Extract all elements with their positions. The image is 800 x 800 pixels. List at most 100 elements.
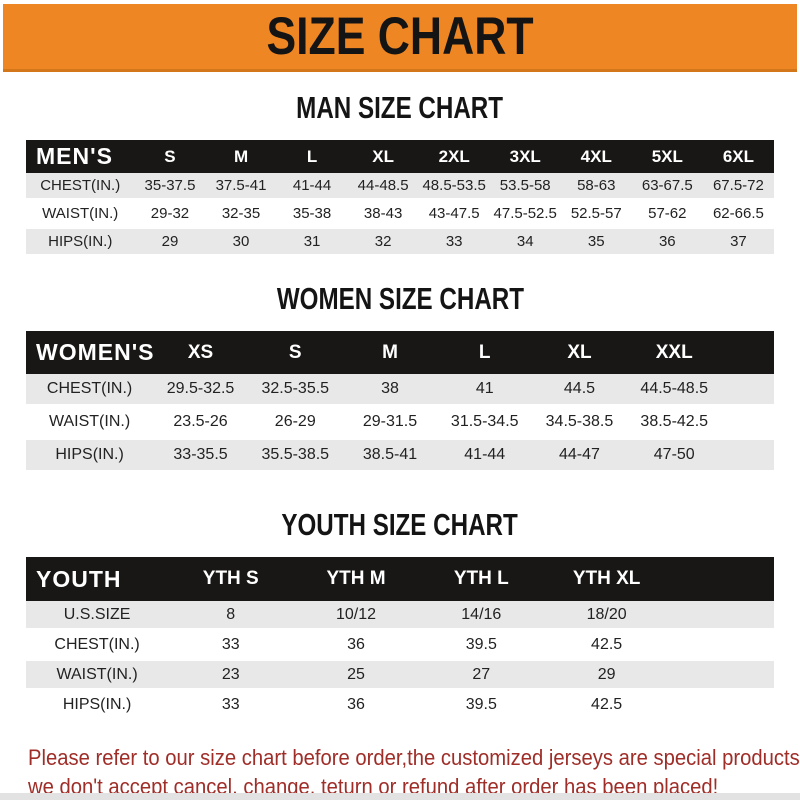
size-value: 44-48.5 [347, 173, 419, 201]
empty-header [722, 331, 774, 374]
size-value: 34.5-38.5 [532, 405, 627, 440]
empty-header [669, 557, 774, 601]
size-value: 63-67.5 [631, 173, 703, 201]
size-value: 44-47 [532, 438, 627, 473]
size-value: 37 [702, 227, 774, 257]
size-header-row: MEN'S S M L XL 2XL 3XL 4XL 5XL 6XL [26, 140, 774, 173]
size-column-header: M [233, 146, 249, 166]
size-value: 23 [168, 659, 294, 691]
row-label: HIPS(IN.) [26, 438, 154, 473]
empty-cell [669, 659, 774, 691]
row-label: CHEST(IN.) [26, 629, 169, 661]
measurement-row: WAIST(IN.) 23 25 27 29 [26, 659, 774, 691]
size-value: 33 [418, 227, 490, 257]
size-value: 67.5-72 [702, 173, 774, 201]
measurement-row: CHEST(IN.) 35-37.5 37.5-41 41-44 44-48.5 48.5… [26, 173, 774, 201]
size-value: 32 [347, 227, 419, 257]
size-value: 29-31.5 [342, 405, 438, 440]
women-size-table: WOMEN'S XS S M L XL XXL CHEST(IN.) 29.5-32.5 32.5… [26, 331, 774, 473]
size-value: 30 [205, 227, 277, 257]
size-value: 34 [489, 227, 561, 257]
row-label: WAIST(IN.) [26, 199, 135, 229]
banner-title: SIZE CHART [266, 7, 534, 66]
size-column-header: YTH M [326, 568, 386, 589]
measurement-row: U.S.SIZE 8 10/12 14/16 18/20 [26, 601, 774, 631]
size-value: 31.5-34.5 [437, 405, 533, 440]
size-value: 29 [543, 659, 670, 691]
size-column-header: XXL [655, 341, 693, 363]
size-column-header: YTH XL [572, 568, 641, 589]
size-column-header: 6XL [722, 146, 754, 166]
size-value: 18/20 [543, 601, 670, 631]
women-section-title: WOMEN SIZE CHART [276, 281, 524, 316]
row-label: U.S.SIZE [26, 601, 169, 631]
row-label: WAIST(IN.) [26, 405, 154, 440]
youth-size-table: YOUTH YTH S YTH M YTH L YTH XL U.S.SIZE 8 10/12… [26, 557, 774, 721]
size-value: 48.5-53.5 [418, 173, 490, 201]
size-value: 32-35 [205, 199, 277, 229]
size-value: 42.5 [543, 629, 670, 661]
size-value: 14/16 [418, 601, 544, 631]
size-value: 41-44 [437, 438, 533, 473]
size-value: 44.5 [532, 374, 627, 407]
empty-cell [721, 374, 774, 407]
size-value: 35-38 [276, 199, 348, 229]
size-value: 39.5 [418, 629, 544, 661]
size-value: 57-62 [631, 199, 703, 229]
size-value: 44.5-48.5 [626, 374, 722, 407]
size-column-header: YTH L [453, 568, 509, 589]
size-value: 39.5 [418, 689, 544, 721]
size-column-header: 3XL [509, 146, 541, 166]
size-column-header: XL [567, 341, 592, 363]
size-value: 62-66.5 [702, 199, 774, 229]
size-value: 36 [293, 629, 419, 661]
row-label: CHEST(IN.) [26, 374, 154, 407]
size-value: 35.5-38.5 [247, 438, 343, 473]
size-column-header: S [288, 341, 302, 363]
size-column-header: S [164, 146, 176, 166]
size-value: 27 [418, 659, 544, 691]
measurement-row: WAIST(IN.) 29-32 32-35 35-38 38-43 43-47.5 47.… [26, 199, 774, 229]
size-value: 33 [168, 689, 294, 721]
table-group-label: MEN'S [36, 143, 113, 169]
size-value: 43-47.5 [418, 199, 490, 229]
size-value: 32.5-35.5 [247, 374, 343, 407]
size-value: 36 [293, 689, 419, 721]
disclaimer: Please refer to our size chart before or… [0, 743, 800, 800]
empty-cell [721, 405, 774, 440]
measurement-row: CHEST(IN.) 33 36 39.5 42.5 [26, 629, 774, 661]
size-value: 52.5-57 [560, 199, 632, 229]
empty-cell [721, 438, 774, 473]
row-label: WAIST(IN.) [26, 659, 169, 691]
size-value: 10/12 [293, 601, 419, 631]
size-value: 47-50 [626, 438, 722, 473]
row-label: HIPS(IN.) [26, 689, 169, 721]
size-column-header: M [382, 341, 398, 363]
size-column-header: L [478, 341, 491, 363]
size-value: 35 [560, 227, 632, 257]
row-label: CHEST(IN.) [26, 173, 135, 201]
size-value: 38 [342, 374, 438, 407]
size-value: 38.5-42.5 [626, 405, 722, 440]
empty-cell [669, 601, 774, 631]
size-value: 31 [276, 227, 348, 257]
size-column-header: XL [372, 146, 394, 166]
size-value: 42.5 [543, 689, 670, 721]
size-value: 23.5-26 [153, 405, 248, 440]
size-value: 38-43 [347, 199, 419, 229]
row-label: HIPS(IN.) [26, 227, 135, 257]
size-value: 29 [134, 227, 206, 257]
measurement-row: WAIST(IN.) 23.5-26 26-29 29-31.5 31.5-34.5 34… [26, 405, 774, 440]
size-value: 58-63 [560, 173, 632, 201]
size-value: 37.5-41 [205, 173, 277, 201]
size-value: 33-35.5 [153, 438, 248, 473]
banner: SIZE CHART [3, 4, 797, 72]
measurement-row: HIPS(IN.) 33-35.5 35.5-38.5 38.5-41 41-44 44-… [26, 438, 774, 473]
empty-cell [669, 629, 774, 661]
size-value: 25 [293, 659, 419, 691]
youth-section-title: YOUTH SIZE CHART [281, 507, 519, 542]
size-column-header: 2XL [438, 146, 470, 166]
size-value: 41-44 [276, 173, 348, 201]
bottom-strip [0, 793, 800, 800]
